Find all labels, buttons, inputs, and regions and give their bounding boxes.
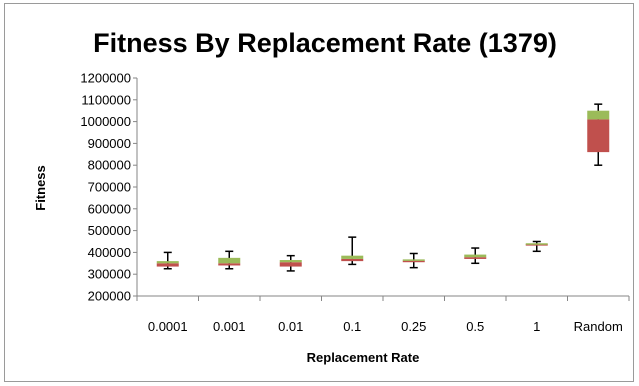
x-tick-label: 0.001	[213, 319, 246, 334]
x-tick-label: 0.25	[401, 319, 426, 334]
box-upper	[279, 260, 302, 263]
y-axis-title: Fitness	[33, 165, 48, 211]
plot-area: 200000 300000 400000 500000 600000 700000 8000…	[80, 71, 630, 334]
box-upper	[525, 243, 548, 245]
box-lower	[587, 119, 610, 153]
x-tick-label: 0.01	[278, 319, 303, 334]
x-axis-title: Replacement Rate	[307, 350, 420, 365]
box-upper	[402, 259, 425, 261]
y-tick-label: 800000	[88, 158, 131, 173]
box-upper	[218, 257, 241, 264]
y-tick-label: 300000	[88, 267, 131, 282]
box-lower	[279, 262, 302, 267]
box-upper	[464, 254, 487, 258]
box-lower	[464, 257, 487, 259]
y-tick-label: 600000	[88, 201, 131, 216]
box-lower	[156, 263, 179, 267]
x-tick-label: Random	[574, 319, 623, 334]
y-tick-label: 700000	[88, 180, 131, 195]
y-tick-label: 1200000	[80, 71, 131, 86]
y-tick-label: 400000	[88, 245, 131, 260]
box-lower	[525, 244, 548, 246]
box-lower	[341, 258, 364, 262]
box-upper	[156, 261, 179, 264]
box-lower	[402, 260, 425, 263]
chart-frame: Fitness By Replacement Rate (1379) 20000…	[4, 3, 634, 382]
x-tick-label: 0.5	[466, 319, 484, 334]
x-tick-label: 0.0001	[148, 319, 188, 334]
x-tick-label: 0.1	[343, 319, 361, 334]
y-tick-label: 1000000	[80, 114, 131, 129]
y-tick-label: 1100000	[81, 92, 131, 107]
box-upper	[341, 255, 364, 259]
box-upper	[587, 110, 610, 120]
y-tick-label: 200000	[88, 289, 131, 304]
y-tick-label: 900000	[88, 136, 131, 151]
chart-title: Fitness By Replacement Rate (1379)	[93, 28, 557, 58]
box-lower	[218, 263, 241, 266]
x-tick-label: 1	[533, 319, 540, 334]
chart-svg: Fitness By Replacement Rate (1379) 20000…	[33, 28, 630, 365]
y-tick-label: 500000	[88, 223, 131, 238]
